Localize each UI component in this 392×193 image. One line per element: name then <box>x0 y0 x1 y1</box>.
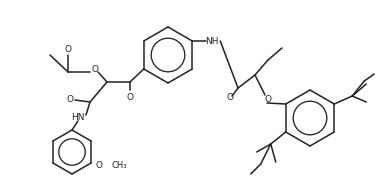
Text: O: O <box>96 162 103 170</box>
Text: O: O <box>127 92 134 102</box>
Text: O: O <box>65 46 71 54</box>
Text: O: O <box>227 93 234 102</box>
Text: NH: NH <box>205 36 219 46</box>
Text: CH₃: CH₃ <box>111 162 127 170</box>
Text: HN: HN <box>71 113 85 123</box>
Text: O: O <box>265 96 272 104</box>
Text: O: O <box>67 95 73 103</box>
Text: O: O <box>91 64 98 74</box>
